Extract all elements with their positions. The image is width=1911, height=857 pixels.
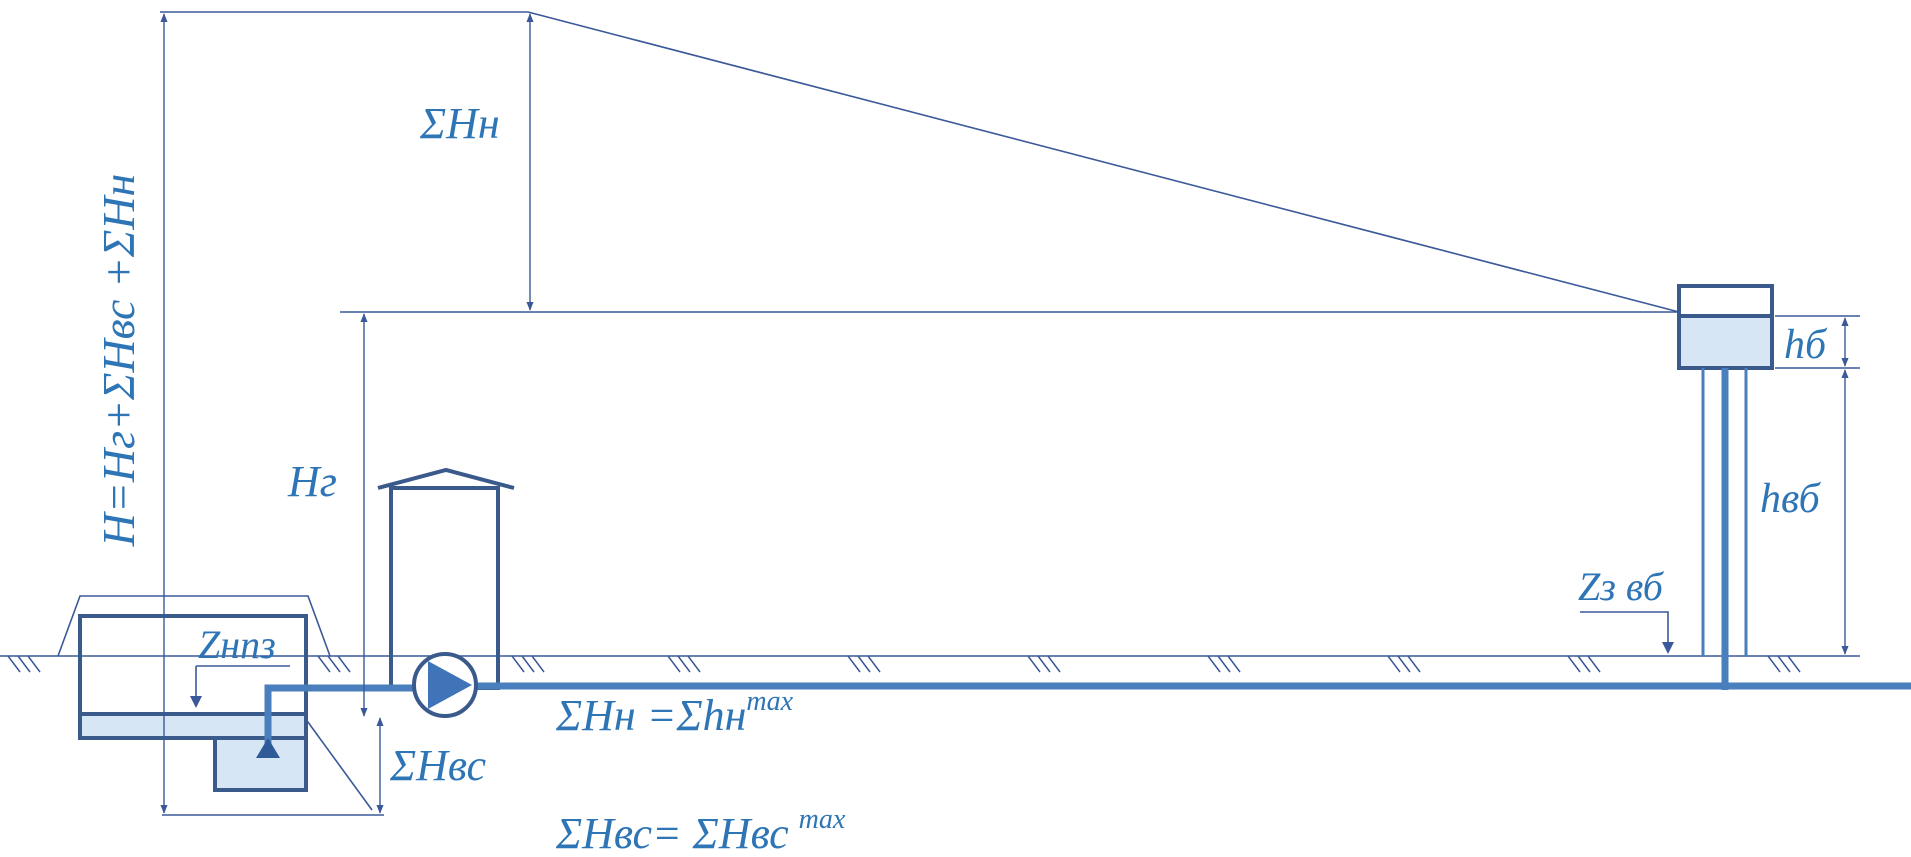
sum-hn-label: ΣHн [419, 99, 500, 148]
hg-label: Hг [287, 457, 337, 506]
head-lines [160, 11, 1680, 816]
sum-hn-equation: ΣHн =Σhнmax [555, 686, 794, 740]
suction-pipe [256, 684, 420, 758]
hb-label: hб [1784, 322, 1828, 368]
water-tower [1677, 284, 1774, 690]
reservoir-embankment [57, 595, 331, 657]
hvb-label: hвб [1760, 476, 1822, 522]
sum-hn-equation-sup: max [746, 686, 793, 717]
ground-hatching [7, 655, 1801, 673]
total-head-label: H=Hг+ΣHвс +ΣHн [93, 174, 144, 548]
z-vb-label: Zз вб [1578, 564, 1665, 609]
z-npz-label: Zнпз [198, 622, 276, 667]
pump-icon [412, 652, 478, 718]
sum-hvs-equation-base: ΣHвс= ΣHвс [555, 809, 789, 857]
sum-hvs-label: ΣHвс [389, 741, 486, 790]
sum-hn-equation-base: ΣHн =Σhн [555, 691, 746, 740]
dimension-arrows [160, 13, 1860, 814]
sum-hvs-equation: ΣHвс= ΣHвс max [555, 804, 846, 857]
sum-hvs-equation-sup: max [799, 804, 846, 835]
